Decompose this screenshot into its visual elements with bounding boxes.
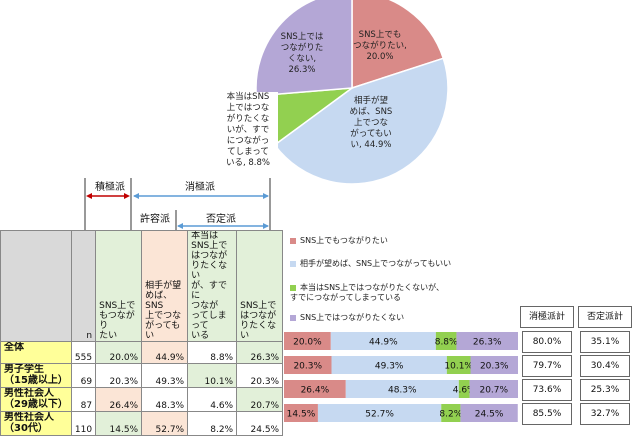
bar-value-label: 48.3% (388, 386, 417, 396)
legend-swatch (290, 260, 296, 267)
row-label: 男子学生 （15歳以上） (0, 363, 72, 388)
bar-value-label: 10.1% (444, 362, 473, 372)
table-row: 男子学生 （15歳以上） 69 20.3% 49.3% 10.1% 20.3% (0, 363, 284, 388)
pie-slice-label: SNS上では つながりた くない, 26.3% (280, 32, 324, 75)
summary-header-shokyoku: 消極派計 (520, 306, 574, 328)
bar-segment (284, 332, 331, 350)
pie-slice (351, 0, 445, 90)
table-cell: 49.3% (141, 363, 189, 388)
bar-segment (317, 404, 442, 422)
summary-hitei-value: 32.7% (580, 403, 630, 425)
bar-value-label: 20.3% (293, 362, 322, 372)
bar-segment (284, 356, 332, 374)
legend-item-2: 相手が望めば、SNS上でつながってもいい (290, 259, 451, 269)
group-sekkyoku: 積極派 (95, 182, 125, 193)
pie-slice-label: SNS上でも つながりたい, 20.0% (353, 30, 407, 62)
summary-hitei-value: 35.1% (580, 331, 630, 353)
summary-hitei-value: 30.4% (580, 355, 630, 377)
summary-header-hitei: 否定派計 (578, 306, 632, 328)
bar-value-label: 20.3% (480, 362, 509, 372)
pie-chart (255, 0, 449, 185)
bar-segment (331, 356, 447, 374)
legend-swatch (290, 284, 296, 291)
bar-value-label: 49.3% (375, 362, 404, 372)
bar-value-label: 52.7% (365, 410, 394, 420)
table-cell: 10.1% (187, 363, 238, 388)
bar-segment (441, 404, 461, 422)
col-header-4: SNS上で はつなが りたくない (236, 230, 284, 342)
table-row: 男性社会人 （29歳以下） 87 26.4% 48.3% 4.6% 20.7% (0, 387, 284, 412)
summary-shokyoku-value: 85.5% (522, 403, 572, 425)
bar-segment (330, 332, 436, 350)
table-cell: 26.3% (236, 341, 284, 364)
bar-segment (446, 356, 471, 374)
bar-value-label: 24.5% (475, 410, 504, 420)
table-cell: 20.0% (95, 341, 143, 364)
pie-slice (255, 0, 353, 97)
bar-segment (284, 380, 346, 398)
pie-slice-label: 本当はSNS 上ではつな がりたくな いが、すで につながっ てしまって いる, 8.8% (218, 92, 278, 169)
stacked-bar-chart: 20.0% 44.9% 8.8% 26.3% 20.3% 49.3% 10.1% 20.3% 2… (284, 332, 518, 422)
bar-segment (345, 380, 459, 398)
bar-value-label: 14.5% (287, 410, 316, 420)
bar-value-label: 26.4% (301, 386, 330, 396)
row-label: 男性社会人 （29歳以下） (0, 387, 72, 412)
summary-shokyoku-value: 73.6% (522, 379, 572, 401)
group-shokyoku: 消極派 (185, 182, 215, 193)
summary-shokyoku-value: 80.0% (522, 331, 572, 353)
summary-shokyoku-value: 79.7% (522, 355, 572, 377)
bar-segment (469, 380, 518, 398)
bar-value-label: 4.6% (453, 386, 476, 396)
legend-item-3: 本当はSNS上ではつながりたくないが、すでにつながってしまっている (290, 283, 444, 302)
summary-hitei-value: 25.3% (580, 379, 630, 401)
bar-value-label: 20.0% (293, 338, 322, 348)
bar-segment (284, 404, 318, 422)
table-cell: 4.6% (187, 387, 238, 412)
bar-value-label: 20.7% (479, 386, 508, 396)
bar-value-label: 8.8% (435, 338, 458, 348)
legend-swatch (290, 237, 296, 244)
corner-cell (0, 230, 72, 342)
group-brackets (84, 178, 271, 232)
bar-value-label: 44.9% (369, 338, 398, 348)
legend-item-4: SNS上ではつながりたくない (290, 313, 404, 323)
bar-segment (470, 356, 518, 374)
pie-slice (273, 57, 449, 185)
table-cell: 48.3% (141, 387, 189, 412)
legend-item-1: SNS上でもつながりたい (290, 236, 388, 246)
table-header-row: n SNS上で もつながり たい 相手が望 めば、SNS 上でつな がってもい 本当は SN… (0, 230, 284, 342)
col-header-2: 相手が望 めば、SNS 上でつな がってもい (141, 230, 189, 342)
bar-value-label: 26.3% (473, 338, 502, 348)
group-kyoyo: 許容派 (140, 214, 170, 225)
table-cell: 20.3% (95, 363, 143, 388)
bar-value-label: 8.2% (439, 410, 462, 420)
n-header: n (70, 230, 97, 342)
col-header-3: 本当は SNS上で はつなが りたくない が、すでに つなが ってしまって いる (187, 230, 238, 342)
bar-segment (458, 380, 470, 398)
row-n: 87 (70, 387, 97, 412)
row-n: 69 (70, 363, 97, 388)
bar-segment (435, 332, 457, 350)
group-hitei: 否定派 (206, 214, 236, 225)
legend-swatch (290, 314, 296, 321)
bar-segment (460, 404, 518, 422)
pie-slice-label: 相手が望 めば、SNS 上でつな がってもい い, 44.9% (349, 96, 393, 150)
table-cell: 20.7% (236, 387, 284, 412)
bar-segment (456, 332, 518, 350)
table-cell: 26.4% (95, 387, 143, 412)
col-header-1: SNS上で もつながり たい (95, 230, 143, 342)
